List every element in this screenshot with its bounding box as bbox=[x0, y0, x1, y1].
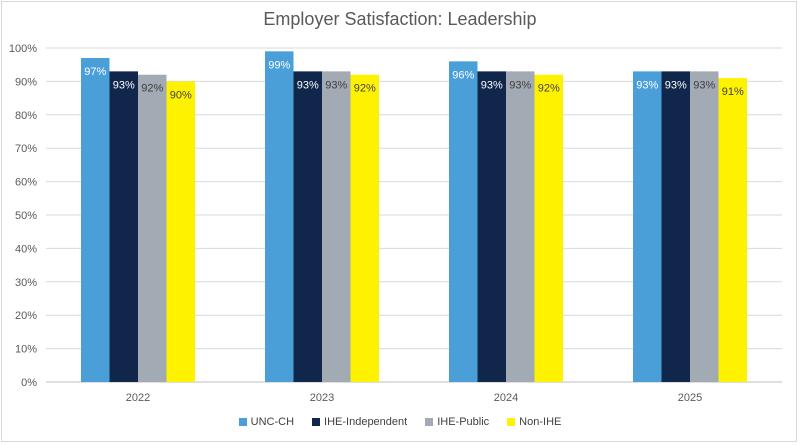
bar bbox=[449, 61, 478, 383]
data-label: 96% bbox=[452, 69, 474, 81]
bar bbox=[718, 78, 747, 382]
chart-title: Employer Satisfaction: Leadership bbox=[263, 9, 537, 29]
data-label: 97% bbox=[84, 66, 106, 78]
bar bbox=[81, 58, 110, 383]
y-tick-label: 40% bbox=[15, 243, 37, 255]
y-tick-label: 0% bbox=[21, 377, 37, 389]
data-label: 93% bbox=[693, 79, 715, 91]
bar bbox=[477, 71, 506, 382]
y-tick-label: 60% bbox=[15, 177, 37, 189]
bar bbox=[265, 51, 294, 383]
x-tick-label: 2025 bbox=[678, 392, 702, 404]
bar bbox=[166, 81, 195, 383]
y-tick-label: 20% bbox=[15, 310, 37, 322]
y-tick-label: 70% bbox=[15, 143, 37, 155]
y-tick-label: 90% bbox=[15, 76, 37, 88]
legend-swatch-unc-ch bbox=[238, 418, 247, 426]
x-tick-label: 2024 bbox=[494, 392, 518, 404]
legend-item-unc-ch: UNC-CH bbox=[238, 416, 295, 428]
data-label: 93% bbox=[481, 79, 503, 91]
y-tick-label: 50% bbox=[15, 210, 37, 222]
data-label: 99% bbox=[268, 59, 290, 71]
legend-label-ihe-public: IHE-Public bbox=[437, 416, 490, 428]
legend-item-non-ihe: Non-IHE bbox=[507, 416, 561, 428]
data-label: 93% bbox=[665, 79, 687, 91]
data-label: 92% bbox=[141, 83, 163, 95]
legend-swatch-ihe-public bbox=[425, 418, 434, 426]
bar bbox=[293, 71, 322, 382]
data-label: 92% bbox=[538, 83, 560, 95]
legend-label-ihe-independent: IHE-Independent bbox=[324, 416, 408, 428]
data-label: 90% bbox=[170, 89, 192, 101]
legend: UNC-CH IHE-Independent IHE-Public Non-IH… bbox=[0, 416, 800, 428]
bar bbox=[350, 74, 379, 382]
legend-swatch-non-ihe bbox=[507, 418, 516, 426]
legend-item-ihe-public: IHE-Public bbox=[425, 416, 489, 428]
y-tick-label: 10% bbox=[15, 344, 37, 356]
legend-item-ihe-independent: IHE-Independent bbox=[312, 416, 407, 428]
data-label: 91% bbox=[722, 86, 744, 98]
bar bbox=[322, 71, 351, 382]
data-label: 93% bbox=[297, 79, 319, 91]
x-tick-label: 2022 bbox=[126, 392, 150, 404]
bar bbox=[661, 71, 690, 382]
y-tick-label: 80% bbox=[15, 110, 37, 122]
bar bbox=[506, 71, 535, 382]
legend-label-unc-ch: UNC-CH bbox=[250, 416, 295, 428]
data-label: 93% bbox=[113, 79, 135, 91]
y-tick-label: 100% bbox=[9, 43, 37, 55]
data-label: 93% bbox=[325, 79, 347, 91]
bar bbox=[633, 71, 662, 382]
data-label: 93% bbox=[509, 79, 531, 91]
bar bbox=[109, 71, 138, 382]
bar bbox=[138, 74, 167, 382]
bar bbox=[534, 74, 563, 382]
x-tick-label: 2023 bbox=[310, 392, 334, 404]
y-tick-label: 30% bbox=[15, 277, 37, 289]
legend-label-non-ihe: Non-IHE bbox=[519, 416, 562, 428]
data-label: 93% bbox=[636, 79, 658, 91]
legend-swatch-ihe-independent bbox=[312, 418, 321, 426]
data-label: 92% bbox=[354, 83, 376, 95]
bar bbox=[690, 71, 719, 382]
